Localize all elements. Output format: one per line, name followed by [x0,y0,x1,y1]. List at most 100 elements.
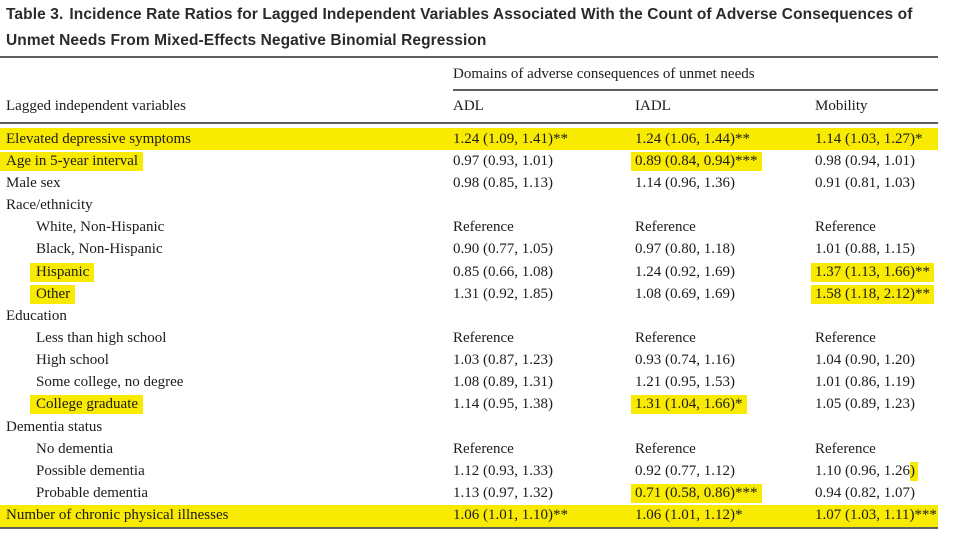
cell-value: 1.07 (1.03, 1.11)*** [815,507,937,524]
cell-value: 1.04 (0.90, 1.20) [815,352,915,369]
cell-value: 0.89 (0.84, 0.94)*** [631,151,815,171]
table-row: Male sex 0.98 (0.85, 1.13) 1.14 (0.96, 1.3… [0,172,938,194]
row-label: Dementia status [6,418,103,435]
table-rule-header-bottom [0,122,938,124]
row-label: Probable dementia [36,485,149,502]
cell-value: 1.01 (0.88, 1.15) [815,241,915,258]
cell-value: 1.31 (0.92, 1.85) [453,285,553,302]
table-rule-bottom [0,527,938,529]
cell-value: 1.14 (0.96, 1.36) [635,174,735,191]
row-label: Age in 5-year interval [0,151,453,171]
cell-value: 0.91 (0.81, 1.03) [815,174,915,191]
table-number: Table 3. [6,6,64,23]
cell-value: 1.14 (1.03, 1.27)* [815,130,923,147]
highlight-mark: 1.58 (1.18, 2.12)** [811,284,934,304]
table-rule-top [0,56,938,58]
cell-value: 0.98 (0.94, 1.01) [815,152,915,169]
table-row: Some college, no degree 1.08 (0.89, 1.31)… [0,372,938,394]
cell-value: 0.90 (0.77, 1.05) [453,241,553,258]
row-label: White, Non-Hispanic [36,219,165,236]
highlight-mark: 1.31 (1.04, 1.66)* [631,395,747,415]
cell-value: 1.03 (0.87, 1.23) [453,352,553,369]
highlight-mark: ) [910,461,918,481]
highlight-mark: 0.71 (0.58, 0.86)*** [631,484,762,504]
table-caption-line2: Unmet Needs From Mixed-Effects Negative … [6,32,487,49]
cell-value: Reference [815,329,876,346]
table-row: Age in 5-year interval 0.97 (0.93, 1.01) 0… [0,150,938,172]
cell-value: 1.58 (1.18, 2.12)** [811,284,938,304]
table-row: Probable dementia 1.13 (0.97, 1.32) 0.71 (… [0,483,938,505]
table-row: No dementia Reference Reference Reference [0,438,938,460]
highlight-mark: 1.37 (1.13, 1.66)** [811,262,934,282]
cell-value: 1.13 (0.97, 1.32) [453,485,553,502]
table-caption: Table 3. Incidence Rate Ratios for Lagged… [6,2,952,54]
cell-value: 0.98 (0.85, 1.13) [453,174,553,191]
table-row: High school 1.03 (0.87, 1.23) 0.93 (0.74, … [0,350,938,372]
row-label: Other [0,284,453,304]
table-row: Dementia status [0,416,938,438]
highlight-mark: Age in 5-year interval [0,151,144,171]
highlight-mark: College graduate [30,395,144,415]
cell-value: 1.12 (0.93, 1.33) [453,462,553,479]
cell-value: Reference [815,440,876,457]
row-label: High school [36,352,109,369]
table-row: College graduate 1.14 (0.95, 1.38) 1.31 (1… [0,394,938,416]
cell-value: 0.93 (0.74, 1.16) [635,352,735,369]
table-row: Other 1.31 (0.92, 1.85) 1.08 (0.69, 1.69) 1… [0,283,938,305]
cell-value: 1.06 (1.01, 1.10)** [453,507,568,524]
row-label: Hispanic [0,262,453,282]
cell-value: 1.37 (1.13, 1.66)** [811,262,938,282]
table-row: Education [0,305,938,327]
cell-value: Reference [635,329,696,346]
table-row: Less than high school Reference Reference R… [0,327,938,349]
table-row: Race/ethnicity [0,194,938,216]
row-label: Elevated depressive symptoms [6,130,191,147]
table-caption-line1: Incidence Rate Ratios for Lagged Indepen… [69,6,913,23]
table-body: Elevated depressive symptoms 1.24 (1.09, … [0,128,938,527]
cell-value: 0.71 (0.58, 0.86)*** [631,484,815,504]
cell-value: 1.08 (0.69, 1.69) [635,285,735,302]
row-label: Possible dementia [36,462,145,479]
cell-value: 1.31 (1.04, 1.66)* [631,395,815,415]
row-label: No dementia [36,440,114,457]
row-label: Race/ethnicity [6,197,93,214]
cell-value: 1.05 (0.89, 1.23) [815,396,915,413]
cell-value: 0.94 (0.82, 1.07) [815,485,915,502]
cell-value: Reference [453,440,514,457]
cell-value: 1.06 (1.01, 1.12)* [635,507,743,524]
table-row: Black, Non-Hispanic 0.90 (0.77, 1.05) 0.97… [0,239,938,261]
cell-value: 1.21 (0.95, 1.53) [635,374,735,391]
cell-value: Reference [453,219,514,236]
row-label: Black, Non-Hispanic [36,241,163,258]
column-header-iadl: IADL [635,98,671,114]
cell-value: 0.97 (0.93, 1.01) [453,152,553,169]
table-row: Elevated depressive symptoms 1.24 (1.09, … [0,128,938,151]
cell-value: 1.14 (0.95, 1.38) [453,396,553,413]
cell-value: Reference [635,440,696,457]
column-header-adl: ADL [453,98,484,114]
row-label: Number of chronic physical illnesses [6,507,229,524]
cell-value: 1.24 (1.06, 1.44)** [635,130,750,147]
cell-value: Reference [815,219,876,236]
highlight-mark: Other [30,284,76,304]
row-label: Education [6,307,67,324]
highlight-mark: Hispanic [30,262,95,282]
stub-column-header: Lagged independent variables [6,98,186,114]
cell-value: 0.97 (0.80, 1.18) [635,241,735,258]
cell-value: 0.92 (0.77, 1.12) [635,462,735,479]
cell-value: 1.08 (0.89, 1.31) [453,374,553,391]
cell-value: 1.01 (0.86, 1.19) [815,374,915,391]
table-header-row: Lagged independent variables ADL IADL Mo… [0,96,938,116]
cell-value: Reference [635,219,696,236]
cell-value: 1.24 (1.09, 1.41)** [453,130,568,147]
table-row: Number of chronic physical illnesses 1.06… [0,504,938,527]
row-label: Some college, no degree [36,374,184,391]
table-row: Possible dementia 1.12 (0.93, 1.33) 0.92 (… [0,460,938,482]
table-row: Hispanic 0.85 (0.66, 1.08) 1.24 (0.92, 1.6… [0,261,938,283]
column-group-header: Domains of adverse consequences of unmet… [453,64,938,91]
row-label: College graduate [0,395,453,415]
cell-value: 1.10 (0.96, 1.26) [815,461,938,481]
row-label: Male sex [6,174,61,191]
cell-value: Reference [453,329,514,346]
table-row: White, Non-Hispanic Reference Reference Ref… [0,217,938,239]
